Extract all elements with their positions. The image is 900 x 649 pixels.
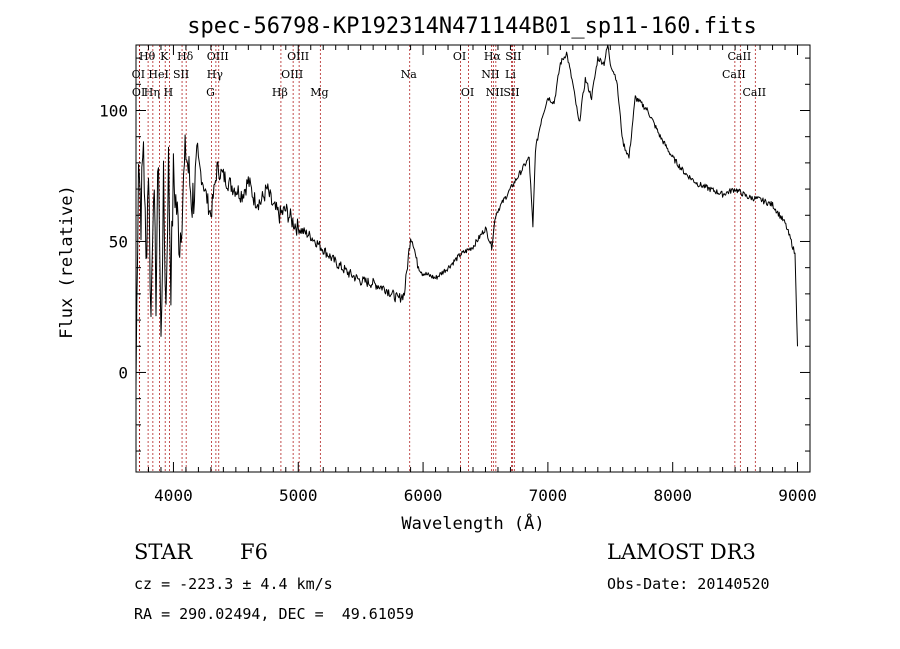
line-label: Mg bbox=[310, 86, 328, 99]
object-class: STAR bbox=[134, 540, 193, 564]
x-tick-label: 6000 bbox=[404, 486, 443, 505]
coordinates-readout: RA = 290.02494, DEC = 49.61059 bbox=[134, 605, 414, 623]
y-tick-label: 0 bbox=[118, 363, 128, 382]
line-label: SII bbox=[503, 86, 519, 99]
line-label: H bbox=[164, 86, 174, 99]
line-label: K bbox=[160, 50, 169, 63]
line-label: Hη bbox=[144, 86, 160, 99]
line-label: Hθ bbox=[139, 50, 156, 63]
spectrum-line bbox=[135, 44, 798, 387]
line-label: OIII bbox=[281, 68, 303, 81]
line-label: CaII bbox=[722, 68, 746, 81]
line-label: Hβ bbox=[272, 86, 288, 99]
survey-name: LAMOST DR3 bbox=[607, 540, 756, 564]
line-label: OIII bbox=[287, 50, 309, 63]
line-label: OI bbox=[461, 86, 474, 99]
obs-date: Obs-Date: 20140520 bbox=[607, 575, 770, 593]
line-label: Hγ bbox=[207, 68, 224, 81]
line-label: NII bbox=[481, 68, 499, 81]
line-label: OI bbox=[453, 50, 466, 63]
chart-title: spec-56798-KP192314N471144B01_sp11-160.f… bbox=[187, 14, 757, 39]
x-tick-label: 8000 bbox=[653, 486, 692, 505]
x-tick-label: 9000 bbox=[778, 486, 817, 505]
line-label: Li bbox=[505, 68, 516, 81]
line-label: OIII bbox=[207, 50, 229, 63]
line-label: CaII bbox=[742, 86, 766, 99]
y-axis-ticks: 0 50 100 bbox=[99, 57, 810, 452]
line-label: Hα bbox=[484, 50, 502, 63]
line-label: Hδ bbox=[177, 50, 194, 63]
line-label: SII bbox=[173, 68, 189, 81]
line-label: NII bbox=[486, 86, 504, 99]
x-tick-label: 5000 bbox=[279, 486, 318, 505]
x-axis-label: Wavelength (Å) bbox=[401, 512, 544, 534]
line-label: CaII bbox=[728, 50, 752, 63]
x-tick-label: 7000 bbox=[529, 486, 568, 505]
line-label: Na bbox=[401, 68, 418, 81]
line-label: HeI bbox=[148, 68, 168, 81]
redshift-readout: cz = -223.3 ± 4.4 km/s bbox=[134, 575, 333, 593]
x-tick-label: 4000 bbox=[154, 486, 193, 505]
y-tick-label: 50 bbox=[109, 232, 128, 251]
plot-frame bbox=[135, 44, 811, 473]
object-subclass: F6 bbox=[240, 540, 268, 564]
line-markers bbox=[138, 45, 756, 472]
line-label: G bbox=[206, 86, 215, 99]
line-label: OI bbox=[132, 68, 145, 81]
y-axis-label: Flux (relative) bbox=[57, 185, 77, 339]
line-label: SII bbox=[505, 50, 521, 63]
line-label: OI bbox=[132, 86, 145, 99]
y-tick-label: 100 bbox=[99, 101, 128, 120]
x-axis-ticks: 4000 5000 6000 7000 8000 9000 bbox=[135, 45, 817, 505]
